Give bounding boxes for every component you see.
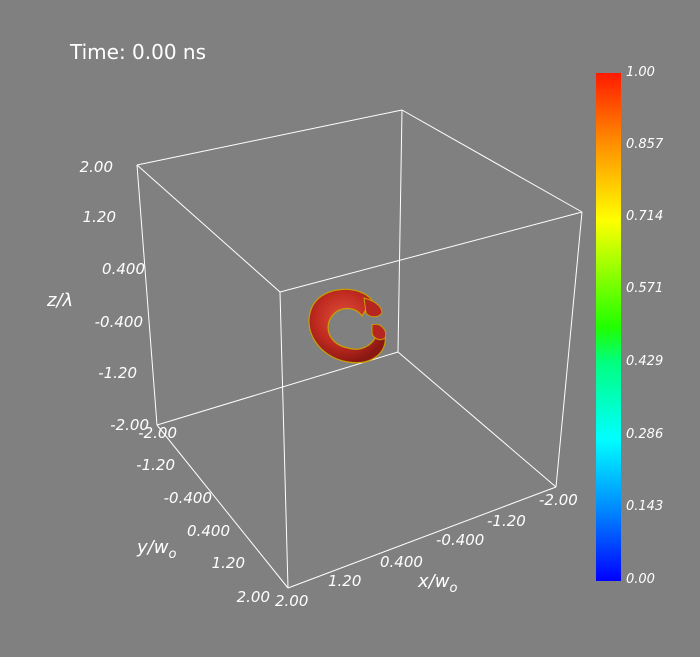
y-tick: -2.00 <box>138 424 177 442</box>
time-label: Time: 0.00 ns <box>70 40 207 64</box>
x-tick: 2.00 <box>275 592 308 610</box>
z-tick: 1.20 <box>83 208 116 226</box>
colorbar-tick: 1.00 <box>626 65 655 80</box>
z-axis-title: z/λ <box>46 290 73 311</box>
z-axis: 2.00 1.20 0.400 -0.400 -1.20 -2.00 z/λ <box>46 158 149 434</box>
y-tick: -0.400 <box>164 489 212 507</box>
bounding-box <box>136 109 583 589</box>
colorbar-tick: 0.571 <box>626 281 663 296</box>
colorbar-tick: 0.714 <box>626 209 663 224</box>
torus-surface <box>308 288 387 364</box>
x-tick: 1.20 <box>328 572 361 590</box>
colorbar-tick: 0.00 <box>626 572 655 587</box>
y-tick: -1.20 <box>136 456 175 474</box>
x-axis: 2.00 1.20 0.400 -0.400 -1.20 -2.00 x/wo <box>275 491 578 610</box>
x-tick: -1.20 <box>487 512 526 530</box>
colorbar-tick: 0.286 <box>626 427 663 442</box>
colorbar: 1.00 0.857 0.714 0.571 0.429 0.286 0.143… <box>596 65 664 587</box>
z-tick: -2.00 <box>110 416 149 434</box>
colorbar-gradient <box>596 73 621 581</box>
x-tick: 0.400 <box>380 553 423 571</box>
y-axis: -2.00 -1.20 -0.400 0.400 1.20 2.00 y/wo <box>136 424 270 606</box>
y-axis-title: y/wo <box>136 537 176 562</box>
y-tick: 2.00 <box>237 588 270 606</box>
y-tick: 0.400 <box>187 522 230 540</box>
colorbar-tick: 0.857 <box>626 137 664 152</box>
x-tick: -0.400 <box>436 531 484 549</box>
z-tick: -0.400 <box>95 313 143 331</box>
x-tick: -2.00 <box>539 491 578 509</box>
x-axis-title: x/wo <box>417 571 457 596</box>
colorbar-tick: 0.143 <box>626 499 663 514</box>
z-tick: 2.00 <box>80 158 113 176</box>
z-tick: 0.400 <box>102 260 145 278</box>
colorbar-tick: 0.429 <box>626 354 663 369</box>
z-tick: -1.20 <box>98 364 137 382</box>
y-tick: 1.20 <box>212 554 245 572</box>
